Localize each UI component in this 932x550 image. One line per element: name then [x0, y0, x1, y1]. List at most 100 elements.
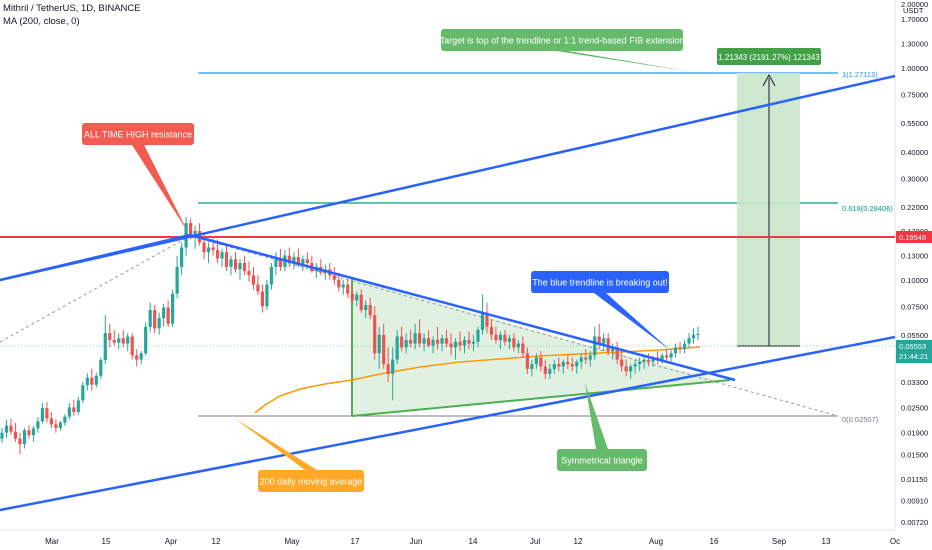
candle-body [696, 333, 700, 335]
ma200-line [254, 346, 701, 414]
candle-body [13, 431, 18, 439]
candle-body [647, 359, 651, 362]
candle-body [224, 252, 229, 267]
candle-body [67, 407, 71, 417]
upper-channel-trendline [0, 74, 896, 282]
candle-body [301, 259, 305, 265]
candle-body [682, 343, 687, 350]
candle-body [108, 333, 112, 340]
candle-body [332, 275, 336, 280]
candle-body [188, 223, 193, 237]
x-tick-label: Mar [45, 537, 59, 546]
candle-body [687, 338, 691, 344]
x-tick-label: Aug [649, 537, 663, 546]
x-tick-label: May [284, 537, 299, 546]
dashed-projection-left [0, 235, 191, 343]
y-tick-label: 1.30000 [901, 40, 928, 49]
fib-level-0618-label: 0.618(0.28406) [842, 204, 893, 213]
ath-annotation-text: ALL TIME HIGH resistance [84, 130, 192, 140]
candle-body [642, 359, 646, 362]
target-box-label-bg [717, 48, 821, 65]
y-tick-label: 0.10000 [901, 276, 928, 285]
candle-body [341, 284, 345, 288]
candle-body [400, 336, 404, 348]
candle-body [440, 338, 444, 344]
y-tick-label: 0.55000 [901, 119, 928, 128]
candle-body [444, 338, 449, 344]
y-tick-label: 1.70000 [901, 15, 928, 24]
ath-annotation-pointer [132, 145, 188, 232]
candle-body [144, 326, 148, 354]
candle-body [247, 271, 251, 276]
candle-body [615, 347, 619, 360]
candle-body [22, 430, 27, 444]
x-tick-label: 16 [710, 537, 719, 546]
candle-body [525, 353, 529, 369]
candle-body [471, 341, 476, 344]
x-tick-label: Sep [772, 537, 787, 546]
y-tick-label: 0.00910 [901, 496, 928, 505]
y-tick-label: 0.01150 [901, 475, 928, 484]
candle-body [575, 361, 579, 367]
y-tick-label: 0.75000 [901, 90, 928, 99]
candle-body [45, 408, 49, 419]
candle-body [202, 242, 206, 253]
candle-body [413, 333, 417, 344]
candle-body [117, 338, 121, 343]
candle-body [391, 359, 395, 374]
candle-body [503, 334, 507, 342]
candle-body [287, 255, 291, 263]
candle-body [570, 364, 574, 367]
y-tick-label: 0.00720 [901, 518, 928, 527]
candle-body [557, 364, 561, 367]
candle-body [651, 357, 655, 362]
candle-body [458, 341, 462, 346]
y-tick-label: 0.01900 [901, 429, 928, 438]
y-tick-label: 0.05500 [901, 331, 928, 340]
candle-body [602, 338, 606, 344]
y-tick-label: 0.13000 [901, 252, 928, 261]
candle-body [94, 375, 98, 385]
candle-body [620, 359, 624, 367]
y-tick-label: 0.40000 [901, 148, 928, 157]
candle-body [260, 291, 265, 307]
candle-body [139, 353, 143, 360]
candle-body [90, 377, 94, 385]
y-tick-label: 0.30000 [901, 175, 928, 184]
x-tick-label: 12 [574, 537, 583, 546]
candle-body [157, 318, 161, 329]
candle-body [516, 343, 520, 348]
candle-body [386, 364, 390, 374]
indicator-legend: MA (200, close, 0) [3, 16, 80, 27]
candle-body [206, 247, 211, 253]
candle-body [624, 366, 628, 372]
candle-body [274, 259, 278, 267]
candle-body [251, 275, 256, 285]
x-tick-label: Oc [890, 537, 900, 546]
candle-body [278, 259, 282, 267]
x-tick-label: 14 [469, 537, 478, 546]
candle-body [63, 416, 67, 423]
candle-body [54, 424, 58, 428]
candle-body [462, 339, 467, 346]
candle-body [566, 361, 570, 365]
candle-body [135, 355, 139, 360]
candle-body [175, 266, 179, 294]
candle-body [422, 338, 426, 344]
fib-level-1-label: 1(1.27113) [842, 70, 878, 79]
candle-body [552, 364, 556, 369]
lower-channel-trendline [0, 335, 896, 512]
chart-header: Mithril / TetherUS, 1D, BINANCE MA (200,… [3, 2, 141, 28]
candle-body [364, 305, 368, 311]
candle-body [233, 259, 238, 270]
candle-body [485, 312, 489, 327]
candle-body [359, 294, 363, 311]
x-tick-label: Apr [165, 537, 178, 546]
candle-body [512, 338, 516, 348]
ma-annotation-bg [258, 470, 364, 492]
last-price-tag [896, 340, 932, 363]
candle-body [0, 432, 4, 439]
candle-body [395, 336, 399, 360]
breakout-annotation-text: The blue trendline is breaking out! [532, 278, 668, 288]
